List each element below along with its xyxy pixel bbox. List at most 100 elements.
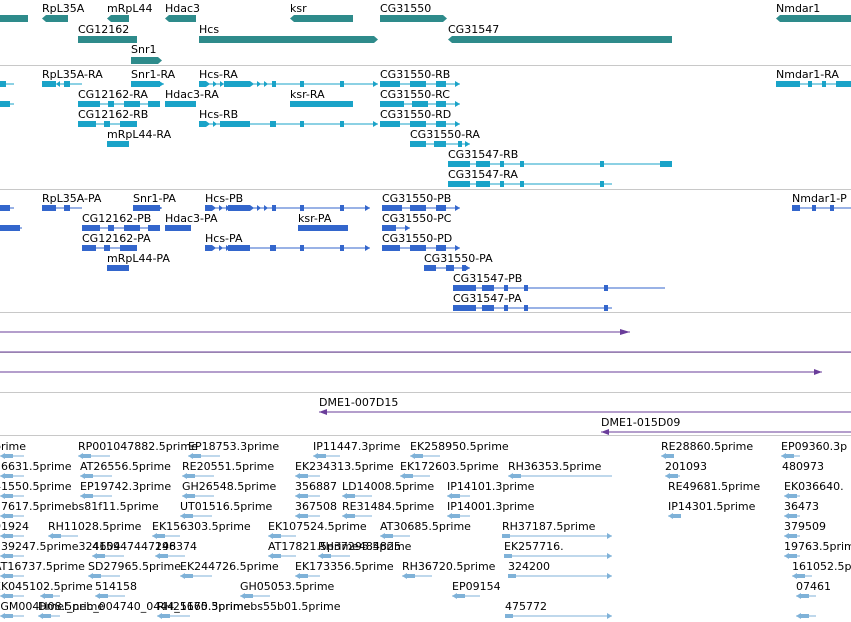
- est-label-415947447296[interactable]: 415947447296: [92, 540, 176, 553]
- est-label-324200[interactable]: 324200: [508, 560, 550, 573]
- protein-label-hcs-pa[interactable]: Hcs-PA: [205, 232, 243, 245]
- gene-label-hdac3[interactable]: Hdac3: [165, 2, 201, 15]
- est-label-ut01516-5prime[interactable]: UT01516.5prime: [180, 500, 273, 513]
- est-label-gh26548-5prime[interactable]: GH26548.5prime: [182, 480, 277, 493]
- transcript-label-cg31550-rd[interactable]: CG31550-RD: [380, 108, 452, 121]
- est-label-ip14001-3prime[interactable]: IP14001.3prime: [447, 500, 535, 513]
- est-label-rh11028-5prime[interactable]: RH11028.5prime: [48, 520, 142, 533]
- transcript-label-hcs-ra[interactable]: Hcs-RA: [199, 68, 238, 81]
- est-label-475772[interactable]: 475772: [505, 600, 547, 613]
- protein-label-cg31547-pb[interactable]: CG31547-PB: [453, 272, 523, 285]
- clone-label-dme1-015d09[interactable]: DME1-015D09: [601, 416, 681, 429]
- gene-label-nmdar1[interactable]: Nmdar1: [776, 2, 821, 15]
- protein-label-snr1-pa[interactable]: Snr1-PA: [133, 192, 176, 205]
- est-label-ek257716[interactable]: EK257716.: [504, 540, 564, 553]
- est-label-rh36353-5prime[interactable]: RH36353.5prime: [508, 460, 602, 473]
- transcript-label-cg31550-ra[interactable]: CG31550-RA: [410, 128, 480, 141]
- est-label-36473[interactable]: 36473: [784, 500, 819, 513]
- est-label-201093[interactable]: 201093: [665, 460, 707, 473]
- gene-label-cg12162[interactable]: CG12162: [78, 23, 130, 36]
- est-label-ek244726-5prime[interactable]: EK244726.5prime: [180, 560, 279, 573]
- est-label-at26556-5prime[interactable]: AT26556.5prime: [80, 460, 171, 473]
- protein-label-cg31550-pc[interactable]: CG31550-PC: [382, 212, 452, 225]
- est-label-19763-5prime[interactable]: 19763.5prime: [784, 540, 851, 553]
- est-label-at17821-5prime484825[interactable]: AT17821.5prime484825: [268, 540, 401, 553]
- est-label-ek172603-5prime[interactable]: EK172603.5prime: [400, 460, 499, 473]
- est-label-ek036640[interactable]: EK036640.: [784, 480, 844, 493]
- est-label-rp001047882-5prime[interactable]: RP001047882.5prime: [78, 440, 198, 453]
- est-label-dmel-neb-004740-0444-1670-3primebs55b01-5prime[interactable]: Dmel_neb_004740_0444_1670.3primebs55b01.…: [38, 600, 341, 613]
- est-label-ep19742-3prime[interactable]: EP19742.3prime: [80, 480, 172, 493]
- protein-label-cg12162-pb[interactable]: CG12162-PB: [82, 212, 152, 225]
- est-label-gh05053-5prime[interactable]: GH05053.5prime: [240, 580, 335, 593]
- est-label-re31484-5prime[interactable]: RE31484.5prime: [342, 500, 435, 513]
- protein-label-cg12162-pa[interactable]: CG12162-PA: [82, 232, 151, 245]
- protein-label-nmdar1-p[interactable]: Nmdar1-P: [792, 192, 847, 205]
- transcript-label-cg12162-rb[interactable]: CG12162-RB: [78, 108, 149, 121]
- transcript-label-rpl35a-ra[interactable]: RpL35A-RA: [42, 68, 103, 81]
- est-label-139247-5prime324604[interactable]: 139247.5prime324604: [0, 540, 121, 553]
- transcript-label-hdac3-ra[interactable]: Hdac3-RA: [165, 88, 219, 101]
- transcript-label-cg31547-rb[interactable]: CG31547-RB: [448, 148, 519, 161]
- est-label-161052-5prime[interactable]: 161052.5prime: [792, 560, 851, 573]
- est-label-rh36720-5prime[interactable]: RH36720.5prime: [402, 560, 496, 573]
- est-label-480973[interactable]: 480973: [782, 460, 824, 473]
- transcript-label-cg31547-ra[interactable]: CG31547-RA: [448, 168, 518, 181]
- est-label-148374[interactable]: 148374: [155, 540, 197, 553]
- est-label-sd27965-5prime[interactable]: SD27965.5prime: [88, 560, 181, 573]
- est-label-re49681-5prime[interactable]: RE49681.5prime: [668, 480, 761, 493]
- est-label-prime[interactable]: prime: [0, 440, 27, 453]
- est-label-01924[interactable]: 01924: [0, 520, 29, 533]
- gene-label-cg31547[interactable]: CG31547: [448, 23, 500, 36]
- est-label-ip11447-3prime[interactable]: IP11447.3prime: [313, 440, 401, 453]
- protein-label-hcs-pb[interactable]: Hcs-PB: [205, 192, 244, 205]
- est-label-26631-5prime[interactable]: 26631.5prime: [0, 460, 72, 473]
- gene-label-rpl35a[interactable]: RpL35A: [42, 2, 85, 15]
- clone-label-dme1-007d15[interactable]: DME1-007D15: [319, 396, 399, 409]
- est-label-ip14301-5prime[interactable]: IP14301.5prime: [668, 500, 756, 513]
- protein-label-cg31547-pa[interactable]: CG31547-PA: [453, 292, 522, 305]
- est-label-ek156303-5prime[interactable]: EK156303.5prime: [152, 520, 251, 533]
- est-label-ld14008-5prime[interactable]: LD14008.5prime: [342, 480, 435, 493]
- est-label-ep18753-3prime[interactable]: EP18753.3prime: [188, 440, 280, 453]
- transcript-label-cg12162-ra[interactable]: CG12162-RA: [78, 88, 148, 101]
- protein-label-ksr-pa[interactable]: ksr-PA: [298, 212, 332, 225]
- transcript-label-cg31550-rc[interactable]: CG31550-RC: [380, 88, 450, 101]
- est-label-356887[interactable]: 356887: [295, 480, 337, 493]
- est-label-rh25165-5prime[interactable]: RH25165.5prime: [157, 600, 251, 613]
- est-label-ep09360-3p[interactable]: EP09360.3p: [781, 440, 848, 453]
- protein-label-cg31550-pd[interactable]: CG31550-PD: [382, 232, 453, 245]
- est-label-at30685-5prime[interactable]: AT30685.5prime: [380, 520, 471, 533]
- protein-label-cg31550-pa[interactable]: CG31550-PA: [424, 252, 493, 265]
- est-label-re28860-5prime[interactable]: RE28860.5prime: [661, 440, 754, 453]
- protein-label-mrpl44-pa[interactable]: mRpL44-PA: [107, 252, 170, 265]
- est-label-07461[interactable]: 07461: [796, 580, 831, 593]
- est-label-ek045102-5prime[interactable]: EK045102.5prime: [0, 580, 93, 593]
- est-label-41550-5prime[interactable]: 41550.5prime: [0, 480, 72, 493]
- est-label-367508[interactable]: 367508: [295, 500, 337, 513]
- transcript-label-ksr-ra[interactable]: ksr-RA: [290, 88, 325, 101]
- est-label-ep09154[interactable]: EP09154: [452, 580, 501, 593]
- transcript-label-mrpl44-ra[interactable]: mRpL44-RA: [107, 128, 172, 141]
- est-label-ek258950-5prime[interactable]: EK258950.5prime: [410, 440, 509, 453]
- est-label-ek173356-5prime[interactable]: EK173356.5prime: [295, 560, 394, 573]
- est-label-ip14101-3prime[interactable]: IP14101.3prime: [447, 480, 535, 493]
- transcript-label-cg31550-rb[interactable]: CG31550-RB: [380, 68, 451, 81]
- transcript-label-snr1-ra[interactable]: Snr1-RA: [131, 68, 176, 81]
- est-label-ek234313-5prime[interactable]: EK234313.5prime: [295, 460, 394, 473]
- est-label-at16737-5prime[interactable]: AT16737.5prime: [0, 560, 85, 573]
- transcript-label-nmdar1-ra[interactable]: Nmdar1-RA: [776, 68, 839, 81]
- protein-label-rpl35a-pa[interactable]: RpL35A-PA: [42, 192, 102, 205]
- est-label-ek107524-5prime[interactable]: EK107524.5prime: [268, 520, 367, 533]
- est-label-379509[interactable]: 379509: [784, 520, 826, 533]
- est-label-re20551-5prime[interactable]: RE20551.5prime: [182, 460, 275, 473]
- protein-label-cg31550-pb[interactable]: CG31550-PB: [382, 192, 452, 205]
- transcript-label-hcs-rb[interactable]: Hcs-RB: [199, 108, 239, 121]
- gene-label-snr1[interactable]: Snr1: [131, 43, 157, 56]
- est-label-rh37187-5prime[interactable]: RH37187.5prime: [502, 520, 596, 533]
- gene-label-ksr[interactable]: ksr: [290, 2, 307, 15]
- est-label-27617-5primebs81f11-5prime[interactable]: 27617.5primebs81f11.5prime: [0, 500, 159, 513]
- gene-label-mrpl44[interactable]: mRpL44: [107, 2, 153, 15]
- gene-label-hcs[interactable]: Hcs: [199, 23, 220, 36]
- protein-label-hdac3-pa[interactable]: Hdac3-PA: [165, 212, 218, 225]
